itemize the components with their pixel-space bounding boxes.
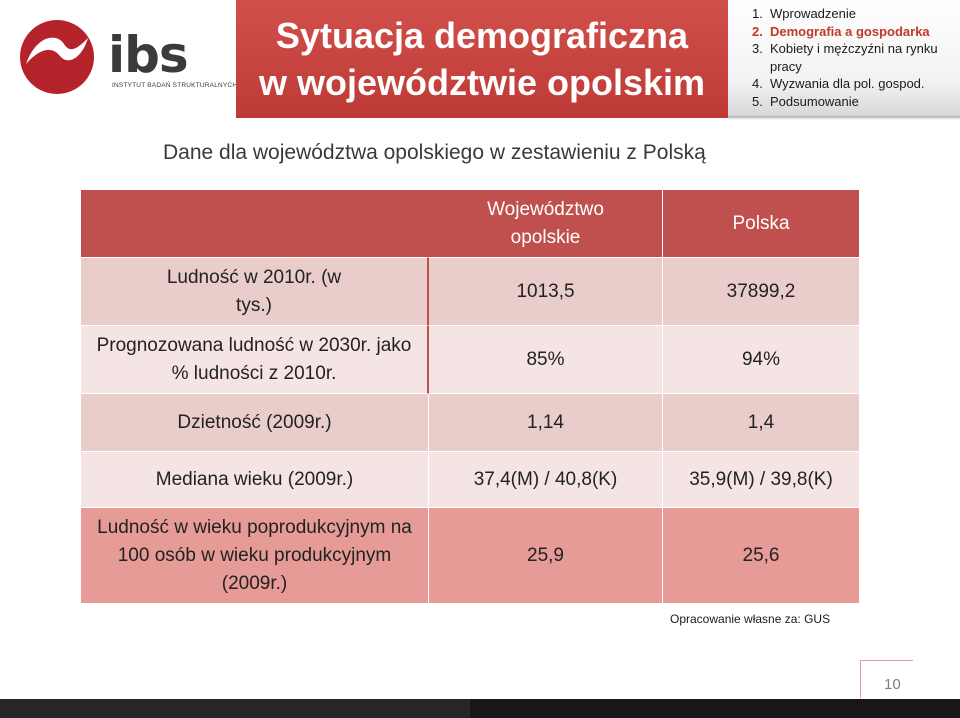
cell-projection-2030-opolskie: 85% [429,326,663,394]
cell-median-age-polska: 35,9(M) / 39,8(K) [663,452,860,508]
agenda-menu: 1. Wprowadzenie 2. Demografia a gospodar… [728,0,960,118]
source-note: Opracowanie własne za: GUS [670,612,831,626]
row-label-dependency-ratio: Ludność w wieku poprodukcyjnym na 100 os… [81,508,429,604]
slide-title-box: Sytuacja demograficzna w województwie op… [236,0,728,118]
cell-fertility-opolskie: 1,14 [429,394,663,452]
agenda-item-1[interactable]: 1. Wprowadzenie [752,5,950,23]
slide-title-line-2: w województwie opolskim [258,62,706,103]
table-header-empty [81,190,429,258]
ibs-logo-mark-icon [20,20,94,94]
agenda-item-number: 1. [752,6,763,21]
row-label-population-2010: Ludność w 2010r. (w tys.) [81,258,429,326]
agenda-item-number: 3. [752,41,763,56]
row-label-fertility: Dzietność (2009r.) [81,394,429,452]
footer-bar-segment [0,699,470,718]
agenda-menu-shadow [728,116,960,120]
slide-subtitle: Dane dla województwa opolskiego w zestaw… [163,141,706,164]
agenda-item-3[interactable]: 3. Kobiety i mężczyźni na rynku pracy [752,40,950,75]
cell-projection-2030-polska: 94% [663,326,860,394]
row-label-median-age: Mediana wieku (2009r.) [81,452,429,508]
cell-median-age-opolskie: 37,4(M) / 40,8(K) [429,452,663,508]
row-label-projection-2030: Prognozowana ludność w 2030r. jako % lud… [81,326,429,394]
cell-fertility-polska: 1,4 [663,394,860,452]
cell-population-2010-polska: 37899,2 [663,258,860,326]
agenda-item-label: Podsumowanie [770,93,859,109]
footer-bar [0,699,960,718]
logo-subtitle: INSTYTUT BADAŃ STRUKTURALNYCH [112,82,238,89]
column-header-opolskie: Województwo opolskie [429,190,663,258]
agenda-item-5[interactable]: 5. Podsumowanie [752,93,950,111]
agenda-item-label: Kobiety i mężczyźni na rynku pracy [770,41,938,74]
comparison-table: Województwo opolskie Polska Ludność w 20… [81,190,860,604]
slide-title-line-1: Sytuacja demograficzna [275,15,689,56]
logo: ibs INSTYTUT BADAŃ STRUKTURALNYCH [0,0,238,118]
agenda-item-label: Demografia a gospodarka [770,23,930,39]
agenda-item-4[interactable]: 4. Wyzwania dla pol. gospod. [752,75,950,93]
cell-dependency-ratio-opolskie: 25,9 [429,508,663,604]
agenda-item-number: 5. [752,93,763,109]
logo-wordmark: ibs [108,26,189,84]
agenda-item-label: Wprowadzenie [770,6,856,21]
agenda-item-number: 2. [752,23,763,39]
page-number: 10 [884,676,901,693]
agenda-item-number: 4. [752,76,763,91]
cell-dependency-ratio-polska: 25,6 [663,508,860,604]
cell-population-2010-opolskie: 1013,5 [429,258,663,326]
agenda-item-2-active[interactable]: 2. Demografia a gospodarka [752,23,950,41]
agenda-item-label: Wyzwania dla pol. gospod. [770,76,925,91]
agenda-list: 1. Wprowadzenie 2. Demografia a gospodar… [752,5,950,110]
footer-bar-segment [470,699,960,718]
column-header-polska: Polska [663,190,860,258]
page-number-frame [860,660,913,698]
